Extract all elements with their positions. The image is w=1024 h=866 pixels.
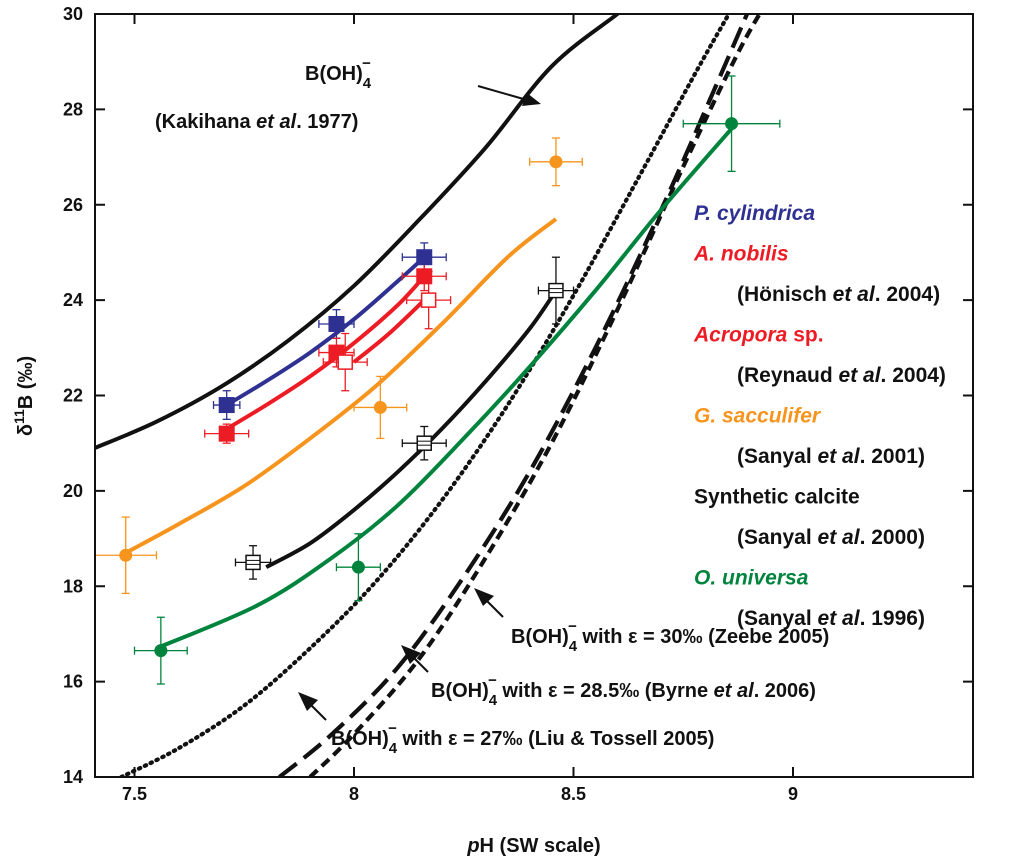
marker-p-cylindrica-2 [416, 249, 433, 266]
legend-item-g-sacculifer: G. sacculifer [694, 405, 822, 428]
annotation-arrowhead-zeebe [474, 588, 494, 606]
marker-synthetic-calcite-1 [416, 435, 432, 451]
annotation-kakihana-ref: (Kakihana et al. 1977) [155, 111, 358, 133]
legend-item-sanyal-et-al-2001: (Sanyal et al. 2001) [737, 445, 925, 468]
annotation-arrowhead-liu [298, 692, 318, 711]
y-tick-label-28: 28 [63, 99, 83, 119]
y-tick-label-16: 16 [63, 672, 83, 692]
marker-synthetic-calcite-2 [548, 282, 564, 299]
curve-b-oh-4-with-30-zeebe-2005 [308, 14, 762, 777]
marker-p-cylindrica-0 [218, 397, 235, 414]
marker-g-sacculifer-1 [373, 400, 387, 414]
legend-item-a-nobilis: A. nobilis [693, 243, 789, 266]
x-tick-label-8: 8 [349, 784, 359, 804]
legend: P. cylindrica A. nobilis (Hönisch et al. 2… [693, 202, 946, 630]
legend-item-sanyal-et-al-2000: (Sanyal et al. 2000) [737, 526, 925, 549]
marker-o-universa-2 [725, 117, 739, 131]
marker-acropora-sp-1 [420, 292, 437, 308]
marker-p-cylindrica-1 [328, 315, 345, 332]
y-axis-label: δ11B (‰) [11, 356, 37, 436]
y-tick-label-20: 20 [63, 481, 83, 501]
legend-item-acropora-sp: Acropora sp. [693, 324, 824, 347]
annotation-arrowhead-kakihana [522, 93, 541, 106]
marker-a-nobilis-0 [218, 425, 235, 442]
y-tick-label-24: 24 [63, 290, 83, 310]
annotation-arrowhead-byrne [401, 645, 421, 664]
annotation-arrow-kakihana [477, 85, 528, 101]
marker-synthetic-calcite-0 [245, 554, 261, 571]
x-axis-label: pH (SW scale) [466, 835, 600, 857]
marker-g-sacculifer-2 [549, 155, 563, 169]
y-tick-label-18: 18 [63, 576, 83, 596]
marker-o-universa-1 [351, 560, 365, 574]
curve-p-cylindrica-fit [225, 255, 426, 407]
marker-a-nobilis-2 [416, 268, 433, 285]
legend-item-synthetic-calcite: Synthetic calcite [694, 486, 860, 509]
legend-item-sanyal-et-al-1996: (Sanyal et al. 1996) [737, 607, 925, 630]
curve-b-oh-4-with-28-5-byrne-et-al-2006 [278, 14, 750, 777]
annotation-byrne: B(OH)4− with ε = 28.5‰ (Byrne et al. 200… [431, 672, 816, 709]
marker-o-universa-0 [154, 644, 168, 658]
legend-item-o-universa: O. universa [694, 567, 809, 590]
x-tick-label-7-5: 7.5 [122, 784, 147, 804]
y-tick-label-22: 22 [63, 386, 83, 406]
marker-layer [119, 117, 739, 658]
tick-label-layer: 7.5 8 8.5 9 14 16 18 20 22 24 26 28 30 [63, 4, 798, 804]
y-tick-label-14: 14 [63, 767, 83, 787]
curve-b-oh-4-kakihana-et-al-1977 [95, 14, 621, 450]
y-tick-label-26: 26 [63, 195, 83, 215]
errorbar-layer [94, 75, 781, 685]
marker-g-sacculifer-0 [119, 548, 133, 562]
curve-g-sacculifer-fit [124, 217, 558, 555]
curve-acropora-fit [352, 298, 426, 364]
x-tick-label-9: 9 [788, 784, 798, 804]
legend-item-h-nisch-et-al-2004: (Hönisch et al. 2004) [737, 283, 940, 306]
annotation-kakihana-species: B(OH)4− [305, 55, 372, 92]
tick-layer [95, 13, 973, 778]
curve-o-universa-fit [155, 122, 738, 651]
legend-item-reynaud-et-al-2004: (Reynaud et al. 2004) [737, 364, 946, 387]
curve-b-oh-4-with-27-liu-tossell-2005 [119, 14, 732, 777]
x-tick-label-8-5: 8.5 [561, 784, 586, 804]
y-tick-label-30: 30 [63, 4, 83, 24]
marker-acropora-sp-0 [337, 354, 353, 370]
annotation-liu: B(OH)4− with ε = 27‰ (Liu & Tossell 2005… [331, 720, 714, 757]
curve-synthetic-calcite-fit [265, 289, 558, 569]
legend-item-p-cylindrica: P. cylindrica [694, 202, 815, 225]
